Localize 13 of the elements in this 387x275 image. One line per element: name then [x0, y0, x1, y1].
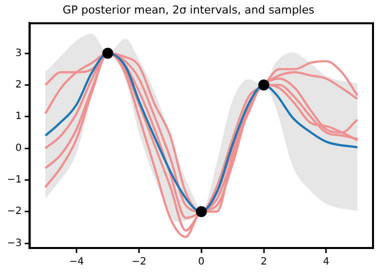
y-tick-label: −1 [6, 174, 22, 186]
x-tick-label: 2 [260, 256, 267, 268]
chart-title: GP posterior mean, 2σ intervals, and samples [62, 3, 315, 16]
x-tick-label: 0 [198, 256, 205, 268]
y-tick-label: 2 [15, 80, 22, 91]
y-tick-label: 3 [15, 48, 22, 59]
y-tick-label: 0 [15, 142, 22, 154]
y-tick-label: −3 [6, 238, 22, 249]
y-tick-label: −2 [6, 206, 22, 218]
y-tick-label: 1 [15, 111, 22, 122]
x-tick-label: 4 [323, 256, 330, 268]
x-tick-label: −4 [69, 256, 84, 268]
x-tick-label: −2 [132, 256, 146, 268]
